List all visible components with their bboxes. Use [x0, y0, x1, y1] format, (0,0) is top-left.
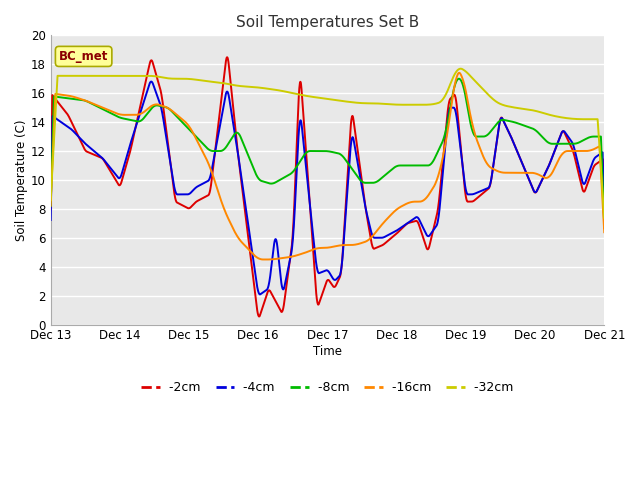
- X-axis label: Time: Time: [313, 345, 342, 358]
- Legend:  -2cm,  -4cm,  -8cm,  -16cm,  -32cm: -2cm, -4cm, -8cm, -16cm, -32cm: [136, 376, 518, 399]
- Title: Soil Temperatures Set B: Soil Temperatures Set B: [236, 15, 419, 30]
- Y-axis label: Soil Temperature (C): Soil Temperature (C): [15, 119, 28, 240]
- Text: BC_met: BC_met: [59, 50, 108, 63]
